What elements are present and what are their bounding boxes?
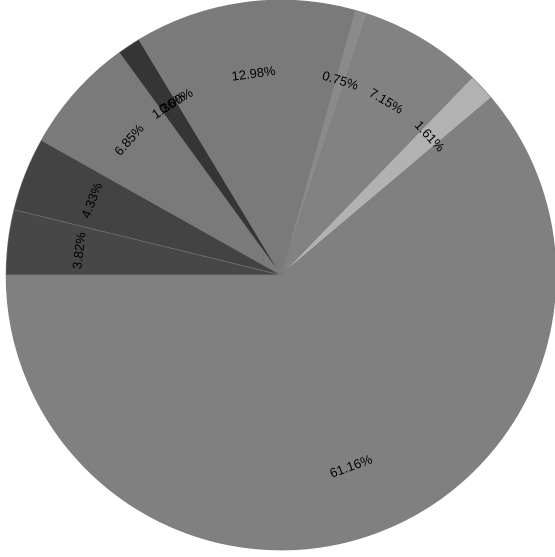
pie-slice-label: 12.98% <box>231 63 277 84</box>
pie-slice-label: 3.82% <box>69 231 88 270</box>
pie-slices <box>5 0 555 551</box>
pie-slice-5 <box>138 0 356 276</box>
pie-slice-9 <box>5 97 555 551</box>
pie-slice-7 <box>280 13 473 276</box>
pie-slice-2 <box>40 52 282 276</box>
